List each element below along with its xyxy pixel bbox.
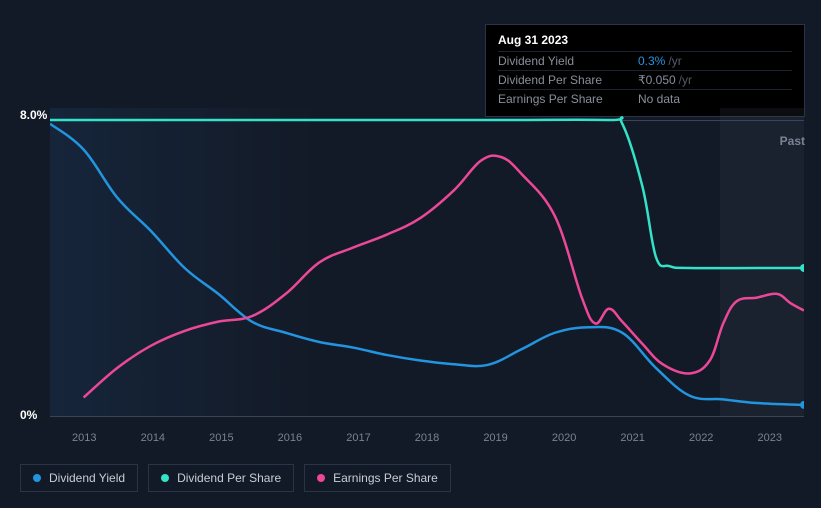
line-chart xyxy=(50,108,804,428)
tooltip-label: Dividend Per Share xyxy=(498,73,638,87)
y-axis-min: 0% xyxy=(20,408,37,422)
legend-label: Dividend Yield xyxy=(49,471,125,485)
tooltip-label: Earnings Per Share xyxy=(498,92,638,106)
x-tick: 2017 xyxy=(324,432,393,444)
legend-dot-icon xyxy=(33,474,41,482)
tooltip-label: Dividend Yield xyxy=(498,54,638,68)
y-axis-max: 8.0% xyxy=(20,108,47,122)
tooltip-box: Aug 31 2023 Dividend Yield 0.3% /yr Divi… xyxy=(485,24,805,117)
legend: Dividend Yield Dividend Per Share Earnin… xyxy=(20,464,451,492)
series-end-dot xyxy=(800,401,804,409)
x-tick: 2015 xyxy=(187,432,256,444)
x-tick: 2022 xyxy=(667,432,736,444)
x-tick: 2016 xyxy=(256,432,325,444)
series-earnings-per-share xyxy=(84,156,804,398)
tooltip-value: No data xyxy=(638,92,680,106)
x-tick: 2018 xyxy=(393,432,462,444)
legend-item-dividend-yield[interactable]: Dividend Yield xyxy=(20,464,138,492)
x-tick: 2014 xyxy=(119,432,188,444)
x-tick: 2013 xyxy=(50,432,119,444)
series-end-dot xyxy=(800,264,804,272)
x-tick: 2023 xyxy=(735,432,804,444)
legend-dot-icon xyxy=(317,474,325,482)
x-tick: 2019 xyxy=(461,432,530,444)
x-axis: 2013201420152016201720182019202020212022… xyxy=(50,432,804,444)
x-tick: 2020 xyxy=(530,432,599,444)
legend-item-earnings-per-share[interactable]: Earnings Per Share xyxy=(304,464,451,492)
chart-svg xyxy=(50,108,804,428)
tooltip-value: 0.3% xyxy=(638,54,665,68)
tooltip-row: Dividend Per Share ₹0.050 /yr xyxy=(498,70,792,89)
legend-label: Earnings Per Share xyxy=(333,471,438,485)
tooltip-row: Earnings Per Share No data xyxy=(498,89,792,108)
legend-item-dividend-per-share[interactable]: Dividend Per Share xyxy=(148,464,294,492)
series-dividend-yield xyxy=(50,124,804,405)
x-tick: 2021 xyxy=(598,432,667,444)
tooltip-unit: /yr xyxy=(679,73,692,87)
tooltip-date: Aug 31 2023 xyxy=(498,33,792,51)
legend-label: Dividend Per Share xyxy=(177,471,281,485)
legend-dot-icon xyxy=(161,474,169,482)
tooltip-value: ₹0.050 xyxy=(638,73,676,87)
tooltip-unit: /yr xyxy=(668,54,681,68)
tooltip-row: Dividend Yield 0.3% /yr xyxy=(498,51,792,70)
